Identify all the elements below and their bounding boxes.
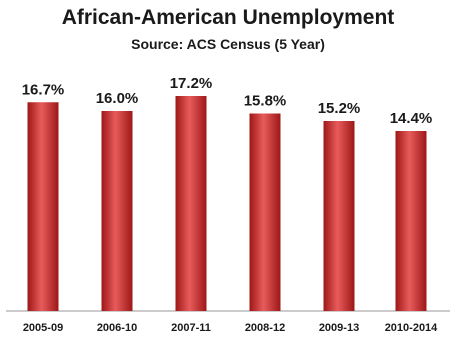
bar-2005-09 (27, 102, 59, 311)
x-tick-label-2008-12: 2008-12 (245, 322, 285, 334)
bar-2010-2014 (395, 131, 427, 311)
x-tick-label-2005-09: 2005-09 (23, 322, 63, 334)
value-label-2006-10: 16.0% (96, 90, 139, 107)
chart-title: African-American Unemployment (61, 6, 395, 29)
chart-subtitle: Source: ACS Census (5 Year) (131, 36, 325, 52)
bar-2006-10 (101, 111, 133, 311)
bar-2007-11 (175, 96, 207, 311)
x-tick-label-2010-2014: 2010-2014 (385, 322, 438, 334)
x-tick-label-2006-10: 2006-10 (97, 322, 137, 334)
value-label-2007-11: 17.2% (170, 75, 213, 92)
x-tick-label-2009-13: 2009-13 (319, 322, 359, 334)
value-label-2009-13: 15.2% (318, 100, 361, 117)
value-label-2010-2014: 14.4% (390, 110, 433, 127)
x-tick-label-2007-11: 2007-11 (171, 322, 211, 334)
bar-2008-12 (249, 113, 281, 311)
value-label-2008-12: 15.8% (244, 93, 287, 110)
bar-2009-13 (323, 121, 355, 311)
value-label-2005-09: 16.7% (22, 81, 65, 98)
